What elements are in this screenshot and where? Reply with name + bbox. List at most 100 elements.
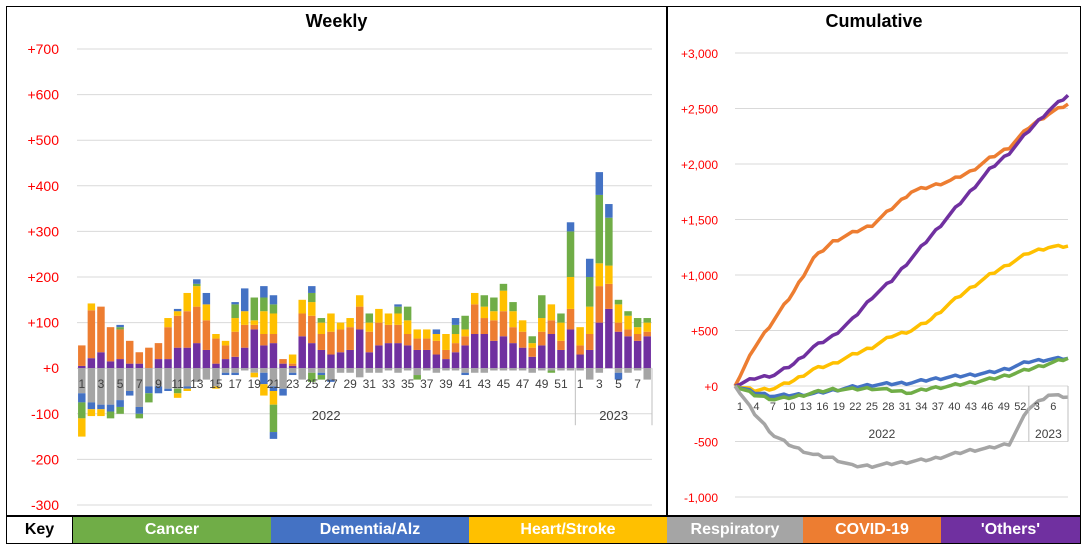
- weekly-year-label: 2023: [599, 408, 628, 423]
- cumulative-x-tick-label: 43: [965, 401, 977, 413]
- weekly-x-tick-label: 35: [401, 377, 415, 391]
- weekly-bar-segment: [78, 368, 86, 394]
- cumulative-x-tick-label: 13: [800, 401, 812, 413]
- weekly-x-tick-label: 37: [420, 377, 434, 391]
- weekly-bar-segment: [403, 320, 412, 334]
- weekly-bar-segment: [585, 349, 594, 369]
- weekly-x-tick-label: 25: [305, 377, 319, 391]
- weekly-bar-segment: [605, 217, 613, 266]
- weekly-bar-segment: [633, 368, 642, 371]
- weekly-bar-segment: [557, 322, 565, 341]
- weekly-bar-segment: [164, 318, 172, 328]
- weekly-bar-segment: [173, 315, 182, 348]
- weekly-x-tick-label: 3: [596, 377, 603, 391]
- cumulative-x-tick-label: 16: [816, 401, 828, 413]
- weekly-bar-segment: [633, 340, 642, 369]
- weekly-bar-segment: [557, 340, 565, 350]
- weekly-bar-segment: [413, 368, 421, 376]
- weekly-bar-segment: [605, 283, 613, 309]
- weekly-bar-segment: [470, 368, 479, 373]
- weekly-bar-segment: [240, 368, 249, 371]
- weekly-bar-segment: [327, 313, 335, 332]
- weekly-bar-segment: [576, 354, 584, 369]
- cumulative-series-line: [734, 355, 1069, 399]
- key-others: 'Others': [941, 517, 1080, 543]
- weekly-bar-segment: [375, 345, 383, 369]
- weekly-bar-segment: [557, 349, 565, 369]
- weekly-bar-segment: [470, 334, 479, 369]
- weekly-bar-segment: [308, 343, 316, 369]
- weekly-bar-segment: [576, 345, 584, 355]
- weekly-bar-segment: [585, 277, 594, 307]
- weekly-bar-segment: [308, 292, 316, 303]
- weekly-bar-segment: [231, 368, 239, 373]
- weekly-bar-segment: [221, 368, 230, 373]
- cumulative-series-line: [733, 102, 1069, 387]
- weekly-bar-segment: [461, 368, 469, 373]
- weekly-bar-segment: [173, 311, 182, 316]
- weekly-bar-segment: [135, 368, 144, 407]
- weekly-bar-segment: [97, 409, 105, 417]
- weekly-bar-segment: [451, 334, 460, 344]
- weekly-bar-segment: [269, 295, 278, 305]
- cumulative-y-tick-label: +1,500: [681, 214, 718, 228]
- weekly-bar-segment: [394, 368, 402, 373]
- weekly-bar-segment: [413, 338, 421, 350]
- weekly-bar-segment: [106, 361, 115, 369]
- weekly-x-tick-label: 7: [136, 377, 143, 391]
- weekly-bar-segment: [298, 313, 306, 337]
- weekly-bar-segment: [135, 413, 144, 419]
- cumulative-series-line: [734, 356, 1069, 402]
- weekly-bar-segment: [461, 329, 469, 337]
- weekly-bar-segment: [518, 347, 527, 369]
- weekly-bar-segment: [183, 368, 191, 387]
- weekly-bar-segment: [499, 283, 508, 291]
- weekly-bar-segment: [250, 372, 259, 378]
- cumulative-x-tick-label: 7: [770, 401, 776, 413]
- weekly-x-tick-label: 33: [382, 377, 396, 391]
- weekly-bar-segment: [231, 356, 239, 369]
- weekly-bar-segment: [585, 334, 594, 350]
- weekly-bar-segment: [173, 393, 182, 398]
- weekly-bar-segment: [288, 372, 297, 376]
- weekly-bar-segment: [509, 343, 517, 369]
- cumulative-x-tick-label: 37: [932, 401, 944, 413]
- weekly-bar-segment: [260, 334, 268, 346]
- weekly-bar-segment: [145, 393, 153, 403]
- weekly-bar-segment: [413, 349, 421, 369]
- weekly-bar-segment: [317, 372, 326, 376]
- weekly-bar-segment: [193, 286, 201, 307]
- weekly-bar-segment: [125, 363, 134, 369]
- weekly-bar-segment: [595, 263, 604, 287]
- weekly-x-tick-label: 41: [458, 377, 472, 391]
- weekly-bar-segment: [279, 388, 287, 396]
- weekly-bar-segment: [423, 349, 431, 369]
- weekly-chart-panel: Weekly -300 -200 -100 +0 +100 +200 +300 +400 +50…: [6, 6, 667, 516]
- weekly-bar-segment: [288, 365, 297, 369]
- cumulative-series-line: [734, 93, 1070, 388]
- cumulative-y-tick-label: +0: [704, 380, 718, 394]
- weekly-bar-segment: [260, 311, 268, 334]
- weekly-bar-segment: [633, 327, 642, 334]
- weekly-bar-segment: [605, 308, 613, 369]
- weekly-bar-segment: [355, 295, 364, 307]
- weekly-bar-segment: [490, 368, 498, 371]
- weekly-bar-segment: [260, 297, 268, 312]
- key-covid: COVID-19: [803, 517, 941, 543]
- weekly-bar-segment: [355, 368, 364, 378]
- weekly-bar-segment: [384, 343, 393, 369]
- cumulative-y-tick-label: +2,500: [681, 103, 718, 117]
- weekly-bar-segment: [250, 324, 259, 330]
- weekly-bar-segment: [423, 368, 431, 371]
- weekly-bar-segment: [432, 368, 441, 373]
- weekly-bar-segment: [87, 402, 96, 410]
- weekly-chart-plot: -300 -200 -100 +0 +100 +200 +300 +400 +500 +600 +7…: [27, 41, 653, 513]
- weekly-bar-segment: [557, 368, 565, 371]
- weekly-bar-segment: [202, 292, 211, 305]
- weekly-bar-segment: [614, 331, 623, 369]
- weekly-bar-segment: [451, 318, 460, 325]
- weekly-bar-segment: [327, 354, 335, 369]
- weekly-bar-segment: [269, 386, 278, 391]
- key-label: Key: [7, 517, 73, 543]
- weekly-bar-segment: [528, 356, 536, 369]
